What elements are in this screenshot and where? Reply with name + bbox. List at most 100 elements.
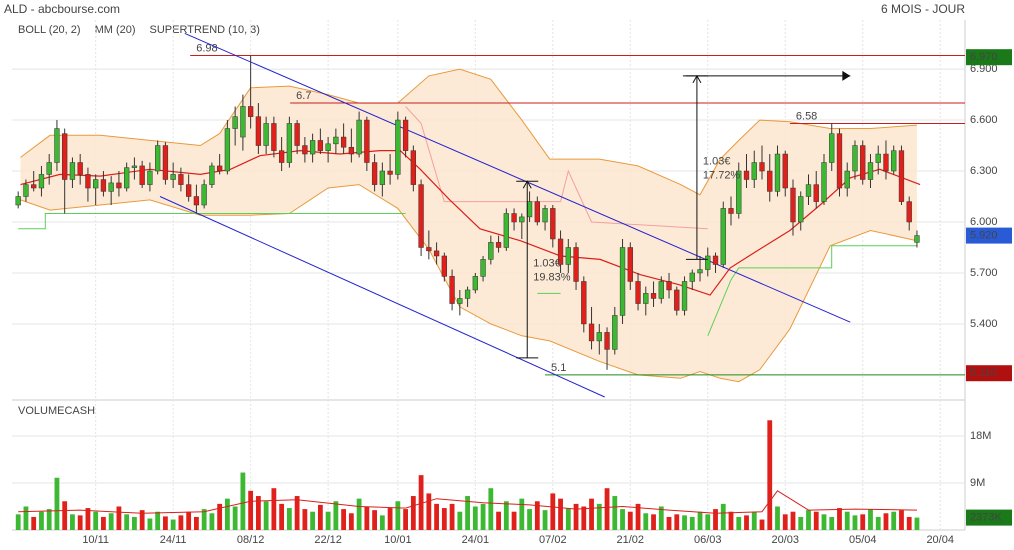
candle-body [426, 247, 432, 252]
volume-bar [852, 515, 858, 530]
candle-body [464, 289, 471, 299]
volume-bar [550, 493, 556, 530]
y-tick-label: 6.900 [970, 63, 998, 75]
candle-body [728, 208, 734, 214]
volume-bar [573, 503, 579, 530]
candle-body [565, 247, 571, 265]
chart-subtitle: 6 MOIS - JOUR [881, 2, 965, 16]
y-tick-label: 5.700 [970, 267, 998, 279]
trend-line [159, 196, 605, 398]
x-tick-label: 06/03 [694, 534, 722, 546]
volume-bar [379, 515, 385, 530]
volume-bar [310, 511, 316, 530]
y-tick-label: 6.600 [970, 114, 998, 126]
candle-body [619, 247, 626, 316]
volume-bar [565, 508, 571, 530]
volume-bar [596, 503, 602, 530]
volume-bar [186, 511, 192, 530]
candle-body [736, 170, 742, 214]
volume-tag-label: 2373K [970, 512, 1002, 524]
candle-body [278, 150, 285, 163]
candle-body [898, 150, 905, 202]
volume-bar [441, 508, 447, 530]
volume-bar [775, 506, 780, 530]
candle-body [201, 184, 207, 206]
candle-body [116, 182, 122, 189]
candle-body [457, 298, 463, 304]
volume-bar [139, 510, 145, 530]
volume-bar [170, 519, 176, 530]
volume-bar [39, 511, 44, 530]
volume-bar [736, 516, 742, 530]
volume-bar [666, 516, 672, 530]
volume-bar [620, 509, 625, 530]
candle-body [93, 179, 99, 189]
measure-arrowhead [522, 180, 532, 189]
candle-body [782, 153, 788, 189]
measure-label: 19.83% [533, 271, 571, 283]
candle-body [790, 187, 796, 223]
x-tick-label: 21/02 [617, 534, 645, 546]
volume-bar [317, 504, 323, 530]
candle-body [550, 208, 556, 240]
candle-body [31, 184, 37, 189]
candle-body [418, 184, 424, 248]
volume-bar [248, 490, 254, 530]
volume-bar [255, 496, 261, 530]
candle-body [193, 196, 200, 206]
candle-body [681, 281, 688, 311]
candle-body [472, 276, 478, 291]
x-tick-label: 22/12 [314, 534, 342, 546]
volume-bar [232, 506, 238, 530]
volume-bar [465, 496, 470, 530]
candle-body [712, 255, 719, 265]
candle-body [526, 201, 533, 218]
volume-bar [713, 509, 718, 530]
candle-body [844, 170, 850, 189]
volume-bar [643, 513, 649, 530]
volume-bar [201, 509, 207, 530]
volume-bar [914, 517, 920, 530]
candle-body [395, 119, 401, 175]
candle-body [798, 196, 804, 223]
trend-line [184, 32, 851, 323]
candle-body [666, 281, 672, 291]
volume-bar [193, 516, 199, 530]
candle-body [743, 170, 750, 180]
candle-body [371, 162, 378, 185]
x-tick-label: 05/04 [849, 534, 877, 546]
volume-bar [728, 511, 734, 530]
candle-body [433, 250, 440, 257]
candle-body [604, 332, 610, 350]
volume-bar [294, 496, 300, 530]
volume-bar [891, 511, 897, 530]
volume-bar [286, 508, 292, 530]
candle-body [511, 213, 517, 223]
volume-bar [147, 518, 153, 530]
level-label: 6.7 [296, 90, 311, 102]
volume-bar [868, 509, 873, 530]
candle-body [147, 170, 153, 185]
volume-bar [70, 514, 75, 530]
volume-bar [790, 511, 796, 530]
volume-bar [224, 498, 230, 530]
candle-body [829, 133, 835, 163]
volume-tag [966, 509, 1012, 526]
candle-body [674, 289, 680, 311]
volume-bar [658, 506, 664, 530]
candle-body [85, 174, 91, 189]
candle-body [340, 136, 347, 148]
price-tag-label: 5.110 [970, 367, 997, 379]
y-tick-label: 6.300 [970, 165, 998, 177]
y-tick-label: 9M [970, 477, 985, 489]
candle-body [627, 247, 633, 282]
candle-body [596, 332, 602, 342]
volume-bar [472, 506, 478, 530]
volume-bar [209, 513, 215, 530]
volume-bar [116, 506, 122, 530]
candle-body [356, 119, 362, 155]
candle-body [38, 174, 45, 189]
volume-bar [844, 511, 850, 530]
volume-bar [720, 503, 726, 530]
volume-title: VOLUMECASH [18, 405, 95, 417]
